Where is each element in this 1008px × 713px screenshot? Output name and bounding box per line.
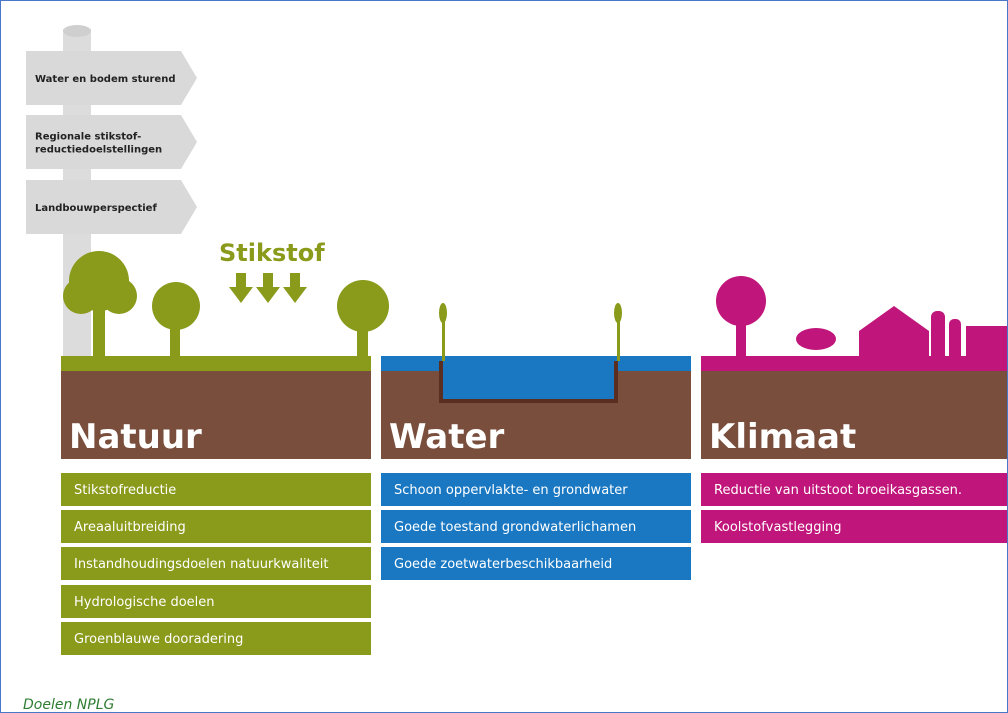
grass bbox=[61, 356, 371, 372]
goal-label: Goede toestand grondwaterlichamen bbox=[394, 520, 636, 535]
stikstof-label: Stikstof bbox=[219, 239, 325, 267]
trees bbox=[63, 251, 389, 361]
goal-label: Goede zoetwaterbeschikbaarheid bbox=[394, 557, 612, 572]
goal-label: Instandhoudingsdoelen natuurkwaliteit bbox=[74, 557, 328, 572]
page: Water en bodem sturendRegionale stikstof… bbox=[0, 0, 1008, 713]
goal-label: Reductie van uitstoot broeikasgassen. bbox=[714, 483, 962, 498]
goal-label: Koolstofvastlegging bbox=[714, 520, 842, 535]
caption: Doelen NPLG bbox=[23, 697, 115, 712]
column-title: Water bbox=[389, 417, 505, 457]
sign-label: Landbouwperspectief bbox=[35, 203, 157, 214]
sign-label: Water en bodem sturend bbox=[35, 74, 176, 85]
goal-label: Stikstofreductie bbox=[74, 483, 176, 498]
column-title: Klimaat bbox=[709, 417, 856, 457]
farm-ground bbox=[701, 356, 1007, 372]
reeds bbox=[439, 303, 622, 361]
stikstof-arrows bbox=[229, 273, 307, 303]
goal-label: Groenblauwe dooradering bbox=[74, 632, 243, 647]
diagram: Water en bodem sturendRegionale stikstof… bbox=[1, 1, 1007, 712]
column-title: Natuur bbox=[69, 417, 202, 457]
goal-label: Hydrologische doelen bbox=[74, 595, 215, 610]
pond bbox=[441, 361, 616, 401]
pole-top bbox=[63, 25, 91, 37]
farm bbox=[716, 276, 1007, 361]
goal-label: Schoon oppervlakte- en grondwater bbox=[394, 483, 628, 498]
goal-label: Areaaluitbreiding bbox=[74, 520, 186, 535]
